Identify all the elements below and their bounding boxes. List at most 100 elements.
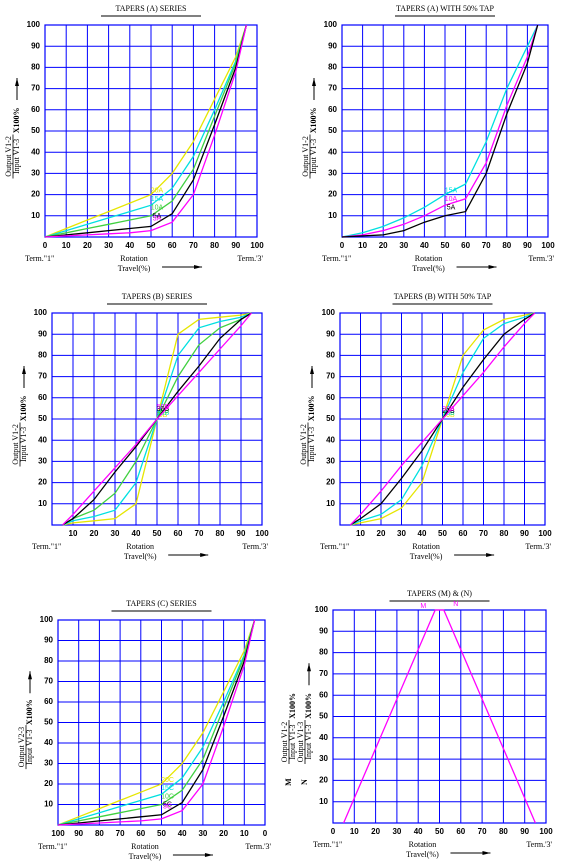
series-line [44, 24, 248, 238]
x-tick-label: 40 [420, 241, 429, 250]
y-tick-label: 50 [326, 414, 335, 423]
x-arrow-head [200, 553, 209, 557]
series-label: 5B [159, 412, 168, 419]
series-label: 10B [442, 412, 455, 419]
y-tick-label: 40 [319, 733, 328, 742]
series-label: 5A [447, 205, 456, 212]
y-tick-label: 60 [319, 690, 328, 699]
y-tick-label: 40 [326, 435, 335, 444]
y-tick-label: 100 [27, 20, 41, 29]
y-tick-label: 40 [44, 738, 53, 747]
x-tick-label: 10 [356, 529, 365, 538]
series-label: 10C [161, 793, 174, 800]
y-label: Output V1-2 [301, 136, 310, 177]
x-tick-label: 20 [371, 827, 380, 836]
x-right-label: Term.'3' [526, 840, 552, 849]
y-tick-label: 90 [328, 41, 337, 50]
y-unit: X100% [25, 699, 34, 725]
y-tick-label: 70 [328, 84, 337, 93]
y-label: Output V1-2 [299, 424, 308, 465]
x-tick-label: 60 [168, 241, 177, 250]
x-left-label: Term."1" [320, 542, 349, 551]
x-arrow-head [204, 853, 213, 857]
y-label: Input V1-3 [19, 427, 28, 462]
series-label: 5C [163, 802, 172, 809]
chart-title: TAPERS (B) WITH 50% TAP [394, 292, 492, 301]
y-label: Output V1-2 [4, 136, 13, 177]
y-tick-label: 30 [31, 169, 40, 178]
y-tick-label: 70 [44, 677, 53, 686]
x-tick-label: 90 [237, 529, 246, 538]
series-label: 15C [161, 785, 174, 792]
y-label: Output V1-2 [280, 722, 289, 763]
x-tick-label: 90 [523, 241, 532, 250]
x-tick-label: 50 [157, 829, 166, 838]
y-arrow-head [307, 663, 311, 672]
x-tick-label: 30 [104, 241, 113, 250]
x-tick-label: 30 [198, 829, 207, 838]
x-tick-label: 60 [459, 529, 468, 538]
series-line [341, 24, 539, 238]
y-tick-label: 10 [326, 499, 335, 508]
x-tick-label: 30 [397, 529, 406, 538]
y-tick-label: 50 [319, 712, 328, 721]
y-tick-label: 100 [40, 615, 54, 624]
x-tick-label: 50 [153, 529, 162, 538]
y-tick-label: 20 [44, 779, 53, 788]
x-right-label: Term.'3' [525, 542, 551, 551]
chart-title: TAPERS (A) SERIES [116, 4, 187, 13]
x-tick-label: 30 [399, 241, 408, 250]
y-label: Output V2-3 [17, 727, 26, 768]
y-tick-label: 20 [31, 190, 40, 199]
y-tick-label: 50 [44, 718, 53, 727]
x-tick-label: 40 [414, 827, 423, 836]
x-tick-label: 100 [250, 241, 264, 250]
x-tick-label: 40 [418, 529, 427, 538]
x-tick-label: 30 [111, 529, 120, 538]
y-tick-label: 90 [38, 329, 47, 338]
y-tick-label: 40 [328, 147, 337, 156]
y-unit: X100% [307, 396, 316, 422]
series-line [62, 312, 253, 526]
y-tick-label: 100 [322, 308, 336, 317]
y-tick-label: 70 [319, 669, 328, 678]
series-label: 3A [153, 215, 162, 222]
y-tick-label: 60 [44, 697, 53, 706]
x-tick-label: 70 [482, 241, 491, 250]
x-tick-label: 60 [456, 827, 465, 836]
y-tick-label: 100 [315, 605, 329, 614]
x-tick-label: 0 [331, 827, 336, 836]
series-label: M [420, 603, 426, 610]
y-tick-label: 60 [326, 393, 335, 402]
y-label: Input V1-3 [309, 139, 318, 174]
x-tick-label: 50 [435, 827, 444, 836]
y-tick-label: 50 [38, 414, 47, 423]
x-label: Rotation [126, 542, 154, 551]
y-tick-label: 10 [319, 797, 328, 806]
y-arrow-head [15, 78, 19, 86]
x-tick-label: 60 [136, 829, 145, 838]
y-arrow-head [310, 366, 314, 374]
x-tick-label: 90 [231, 241, 240, 250]
series-label: 15A [445, 187, 458, 194]
series-line [44, 24, 248, 238]
x-right-label: Term.'3' [242, 542, 268, 551]
series-line [57, 619, 256, 826]
x-label: Travel(%) [118, 264, 151, 273]
y-arrow-head [28, 671, 32, 680]
y-tick-label: 50 [31, 126, 40, 135]
y-label: Input V1-3 [12, 139, 21, 174]
y-tick-label: 20 [319, 776, 328, 785]
y-label-marker: N [300, 779, 309, 785]
x-tick-label: 20 [90, 529, 99, 538]
x-label: Rotation [131, 842, 159, 851]
x-label: Travel(%) [410, 552, 443, 561]
y-label-marker: M [284, 778, 293, 786]
y-tick-label: 70 [38, 372, 47, 381]
x-tick-label: 70 [116, 829, 125, 838]
y-label: Input V1-3 [307, 427, 316, 462]
x-label: Rotation [412, 542, 440, 551]
x-tick-label: 10 [350, 827, 359, 836]
y-tick-label: 80 [319, 648, 328, 657]
